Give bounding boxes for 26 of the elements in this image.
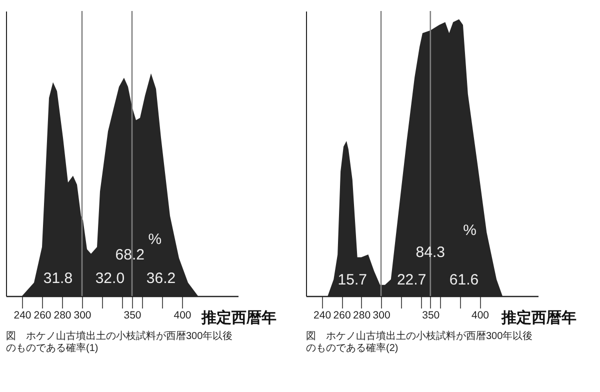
x-axis-title: 推定西暦年 [500,308,576,326]
x-tick-label: 260 [333,310,351,322]
text: 図 ホケノ山古墳出土の小枝試料が西暦300年以後のものである確率(2) [306,330,533,354]
annotation: 22.7 [396,271,426,288]
annotation: 36.2 [146,270,176,288]
x-tick-label: 300 [74,310,92,322]
x-tick-label: 400 [174,310,192,322]
annotation: 68.2 [115,246,144,264]
x-tick-label: 240 [314,310,332,322]
x-tick-label: 240 [14,310,32,322]
annotation: 32.0 [95,270,125,288]
x-tick-label: 350 [124,310,142,322]
x-tick-label: 350 [422,310,440,322]
text: 図 ホケノ山古墳出土の小枝試料が西暦300年以後のものである確率(1) [6,330,233,354]
annotation: % [463,222,476,239]
x-tick-label: 400 [471,310,490,322]
annotation: 61.6 [449,271,479,288]
x-tick-label: 260 [34,310,52,322]
annotation: % [148,230,162,248]
annotation: 84.3 [416,244,445,262]
x-tick-label: 280 [54,310,72,322]
x-tick-label: 300 [372,310,390,322]
x-tick-label: 280 [353,310,371,322]
annotation: 31.8 [43,270,73,288]
annotation: 15.7 [338,271,367,288]
x-axis-title: 推定西暦年 [200,308,276,326]
